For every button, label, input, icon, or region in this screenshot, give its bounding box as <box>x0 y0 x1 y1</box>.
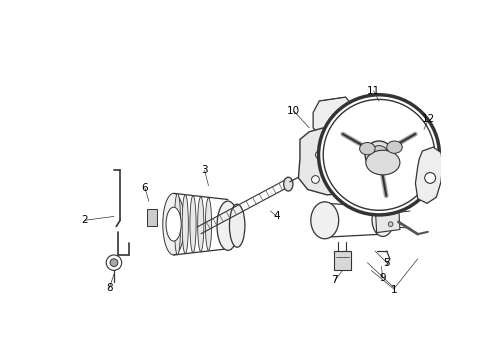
Circle shape <box>390 209 394 213</box>
Circle shape <box>378 210 385 216</box>
Circle shape <box>369 145 388 164</box>
Text: 4: 4 <box>273 211 280 221</box>
Circle shape <box>316 151 323 159</box>
Ellipse shape <box>360 143 375 155</box>
Ellipse shape <box>197 197 204 252</box>
Polygon shape <box>416 147 442 203</box>
Ellipse shape <box>163 193 184 255</box>
Text: 5: 5 <box>384 258 390 267</box>
Circle shape <box>312 176 319 183</box>
Ellipse shape <box>387 141 402 153</box>
Ellipse shape <box>205 198 212 250</box>
Ellipse shape <box>299 172 304 180</box>
Polygon shape <box>147 209 157 226</box>
Circle shape <box>340 175 345 181</box>
Ellipse shape <box>174 193 181 255</box>
Text: 10: 10 <box>287 106 300 116</box>
Circle shape <box>318 95 440 215</box>
Circle shape <box>336 148 342 154</box>
Polygon shape <box>334 251 351 270</box>
Text: 11: 11 <box>367 86 380 96</box>
Circle shape <box>365 141 393 169</box>
Text: 9: 9 <box>380 273 386 283</box>
Text: 8: 8 <box>106 283 113 293</box>
Circle shape <box>425 172 436 183</box>
Ellipse shape <box>217 201 239 250</box>
Text: 2: 2 <box>81 215 88 225</box>
Circle shape <box>323 99 435 210</box>
Ellipse shape <box>311 202 339 239</box>
Text: 6: 6 <box>142 183 148 193</box>
Ellipse shape <box>190 195 196 253</box>
Ellipse shape <box>284 177 293 191</box>
Polygon shape <box>313 97 352 138</box>
Polygon shape <box>298 128 356 195</box>
Circle shape <box>110 259 118 266</box>
Circle shape <box>388 222 393 226</box>
Text: 12: 12 <box>422 114 435 123</box>
Circle shape <box>106 255 122 270</box>
Text: 1: 1 <box>391 285 398 294</box>
Polygon shape <box>375 201 400 233</box>
Ellipse shape <box>366 150 400 175</box>
Ellipse shape <box>229 204 245 247</box>
Ellipse shape <box>166 207 181 241</box>
Ellipse shape <box>372 203 394 237</box>
Ellipse shape <box>182 194 188 254</box>
Text: 7: 7 <box>332 275 338 285</box>
Text: 3: 3 <box>201 165 208 175</box>
